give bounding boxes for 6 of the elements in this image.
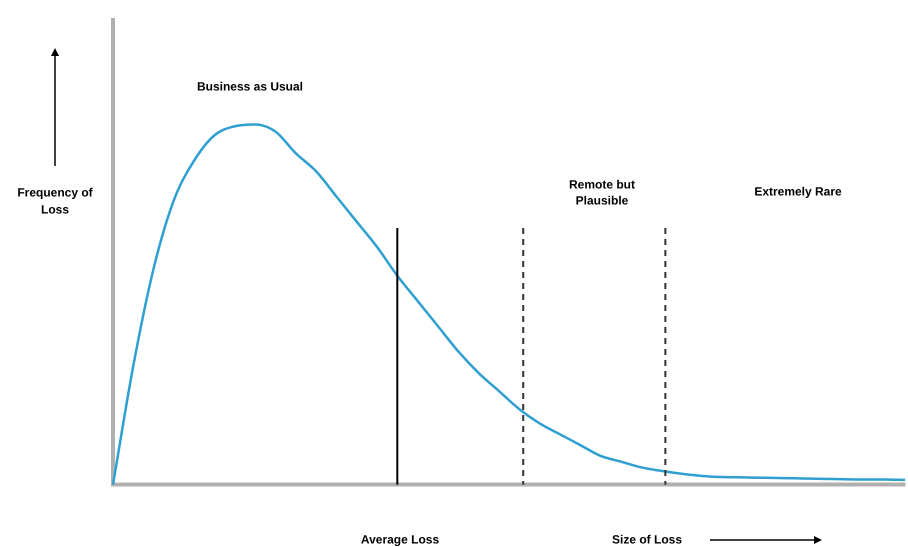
- text: Average Loss: [360, 532, 440, 546]
- annotation: Extremely Rare: [754, 184, 842, 198]
- text: Business as Usual: [196, 79, 304, 94]
- annotation: Remote but Plausible: [569, 177, 636, 208]
- y-axis-title: Frequency of Loss: [17, 185, 94, 216]
- x-axis-title: Size of Loss: [612, 532, 682, 546]
